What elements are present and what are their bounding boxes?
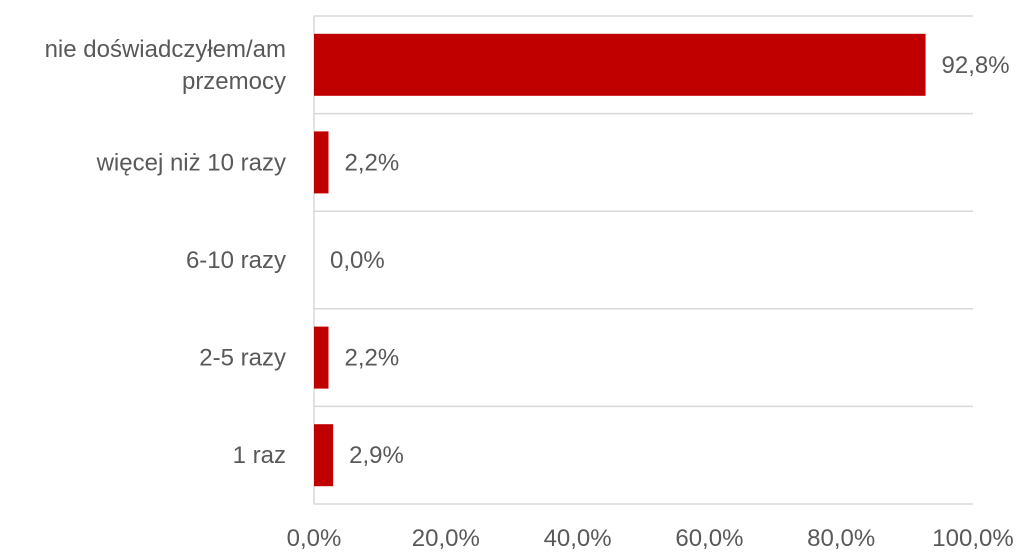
gridlines xyxy=(313,15,973,505)
category-label: 1 raz xyxy=(233,442,286,469)
bar xyxy=(314,326,329,389)
category-label-line: 6-10 razy xyxy=(186,247,286,274)
data-label: 2,2% xyxy=(344,149,399,176)
data-label: 0,0% xyxy=(330,247,385,274)
x-axis-tick-labels: 0,0% 20,0% 40,0% 60,0% 80,0% 100,0% xyxy=(287,525,1014,552)
bar xyxy=(314,131,329,194)
x-tick-label: 80,0% xyxy=(807,525,875,552)
data-labels: 92,8% 2,2% 0,0% 2,2% 2,9% xyxy=(330,52,1010,469)
x-tick-label: 40,0% xyxy=(544,525,612,552)
category-labels: nie doświadczyłem/am przemocy więcej niż 1… xyxy=(45,36,286,469)
category-label-line: 2-5 razy xyxy=(199,345,286,372)
category-label: więcej niż 10 razy xyxy=(96,149,286,176)
bars xyxy=(314,33,926,487)
category-label-line: więcej niż 10 razy xyxy=(96,149,286,176)
data-label: 2,2% xyxy=(344,345,399,372)
category-label-line: nie doświadczyłem/am xyxy=(45,36,286,63)
category-label-line: 1 raz xyxy=(233,442,286,469)
category-label: 6-10 razy xyxy=(186,247,286,274)
x-tick-label: 20,0% xyxy=(412,525,480,552)
data-label: 2,9% xyxy=(349,442,404,469)
x-tick-label: 100,0% xyxy=(932,525,1013,552)
x-tick-label: 0,0% xyxy=(287,525,342,552)
category-label-line: przemocy xyxy=(182,68,286,95)
category-label: nie doświadczyłem/am przemocy xyxy=(45,36,286,95)
x-tick-label: 60,0% xyxy=(675,525,743,552)
data-label: 92,8% xyxy=(942,52,1010,79)
bar xyxy=(314,33,926,96)
category-label: 2-5 razy xyxy=(199,345,286,372)
bar xyxy=(314,424,334,487)
